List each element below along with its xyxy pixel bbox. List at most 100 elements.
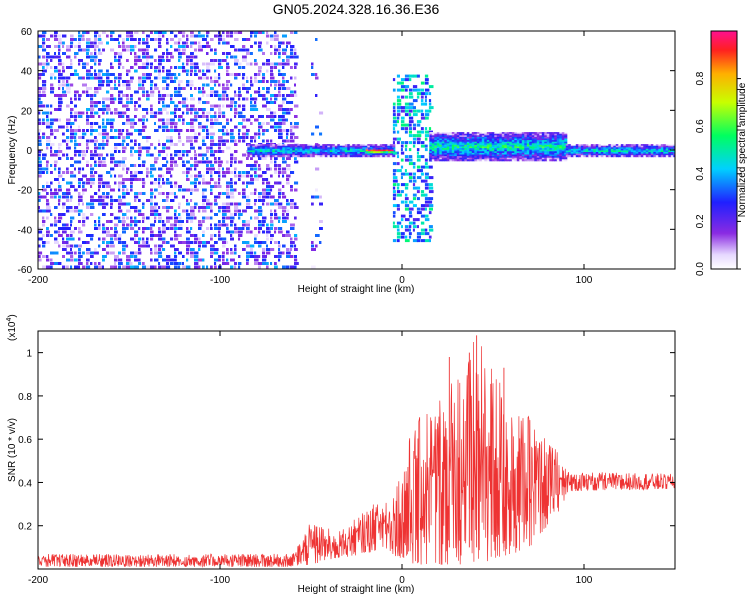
spectrogram-cell (38, 136, 42, 139)
spectrogram-cell (526, 148, 530, 151)
spectrogram-cell (250, 122, 253, 125)
spectrogram-cell (307, 153, 311, 156)
spectrogram-cell (138, 164, 142, 167)
spectrogram-cell (230, 73, 234, 76)
spectrogram-cell (138, 157, 141, 160)
spectrogram-cell (434, 132, 438, 135)
spectrogram-cell (583, 147, 587, 150)
spectrogram-cell (82, 181, 86, 185)
spectrogram-cell (118, 185, 121, 188)
spectrogram-cell (556, 152, 560, 155)
spectrogram-cell (578, 155, 582, 158)
spectrogram-cell (412, 218, 418, 222)
spectrogram-cell (166, 199, 169, 202)
spectrogram-cell (222, 125, 226, 129)
spectrogram-cell (668, 152, 672, 154)
spectrogram-cell (479, 148, 483, 151)
spectrogram-cell (392, 225, 397, 229)
spectrogram-cell (58, 220, 62, 223)
spectrogram-cell (226, 94, 229, 97)
spectrogram-cell (486, 152, 490, 155)
spectrogram-cell (424, 193, 428, 197)
spectrogram-cell (491, 151, 495, 154)
spectrogram-cell (374, 153, 378, 156)
spectrogram-cell (126, 83, 131, 87)
spectrogram-cell (559, 156, 563, 159)
spectrogram-cell (114, 255, 119, 258)
spectrogram-cell (50, 129, 54, 132)
spectrogram-cell (396, 99, 402, 103)
spectrogram-cell (46, 185, 51, 188)
spectrogram-cell (339, 144, 343, 147)
spectrogram-cell (86, 206, 90, 209)
spectrogram-cell (86, 146, 89, 150)
spectrogram-cell (170, 143, 175, 146)
spectrogram-cell (514, 154, 518, 157)
spectrogram-cell (202, 62, 206, 66)
spectrogram-cell (94, 76, 99, 80)
spectrogram-cell (287, 145, 291, 148)
spectrogram-cell (122, 83, 127, 87)
spectrogram-cell (516, 152, 520, 155)
spectrogram-cell (238, 111, 243, 115)
spectrogram-cell (266, 181, 271, 185)
spectrogram-cell (222, 115, 226, 118)
spectrogram-cell (50, 55, 55, 59)
spectrogram-cell (420, 141, 425, 145)
spectrogram-cell (38, 230, 43, 234)
spectrogram-cell (230, 34, 233, 38)
spectrogram-cell (218, 227, 221, 230)
spectrogram-cell (222, 132, 226, 136)
spectrogram-cell (86, 115, 90, 118)
spectrogram-cell (408, 235, 412, 239)
spectrogram-cell (182, 101, 186, 104)
spectrogram-cell (142, 122, 145, 125)
spectrogram-cell (198, 34, 203, 38)
x-tick-label: 100 (576, 275, 593, 286)
spectrogram-cell (431, 149, 435, 152)
spectrogram-cell (190, 248, 195, 251)
spectrogram-cell (110, 34, 113, 38)
spectrogram-cell (242, 136, 246, 139)
spectrogram-cell (238, 192, 241, 195)
spectrogram-cell (278, 83, 283, 87)
spectrogram-cell (150, 90, 155, 94)
spectrogram-cell (194, 111, 199, 115)
spectrogram-cell (266, 139, 270, 143)
spectrogram-cell (174, 34, 178, 38)
spectrogram-cell (454, 159, 458, 162)
spectrogram-cell (307, 145, 311, 148)
spectrogram-cell (70, 83, 74, 87)
spectrogram-cell (424, 127, 428, 131)
spectrogram-cell (194, 48, 198, 52)
spectrogram-cell (58, 97, 63, 101)
spectrogram-cell (106, 69, 109, 73)
spectrogram-cell (509, 157, 513, 160)
spectrogram-cell (531, 135, 535, 138)
spectrogram-cell (90, 41, 94, 45)
spectrogram-cell (489, 156, 493, 159)
spectrogram-cell (319, 145, 323, 148)
spectrogram-cell (42, 34, 46, 38)
spectrogram-cell (250, 76, 253, 80)
spectrogram-cell (98, 59, 102, 62)
spectrogram-cell (278, 104, 283, 108)
spectrogram-cell (246, 227, 250, 230)
spectrogram-cell (170, 227, 174, 230)
spectrogram-cell (653, 144, 657, 147)
spectrogram-cell (234, 62, 239, 66)
spectrogram-cell (526, 141, 530, 144)
spectrogram-cell (593, 155, 597, 158)
spectrogram-cell (226, 251, 229, 255)
spectrogram-cell (126, 38, 130, 41)
spectrogram-cell (292, 155, 296, 158)
spectrogram-cell (479, 149, 483, 152)
spectrogram-cell (242, 188, 246, 192)
spectrogram-cell (408, 130, 412, 134)
spectrogram-cell (58, 188, 62, 192)
spectrogram-cell (264, 152, 268, 154)
spectrogram-cell (319, 153, 323, 156)
colorbar-label: Normalized spectral amplitude (737, 82, 748, 217)
spectrogram-cell (214, 122, 218, 125)
